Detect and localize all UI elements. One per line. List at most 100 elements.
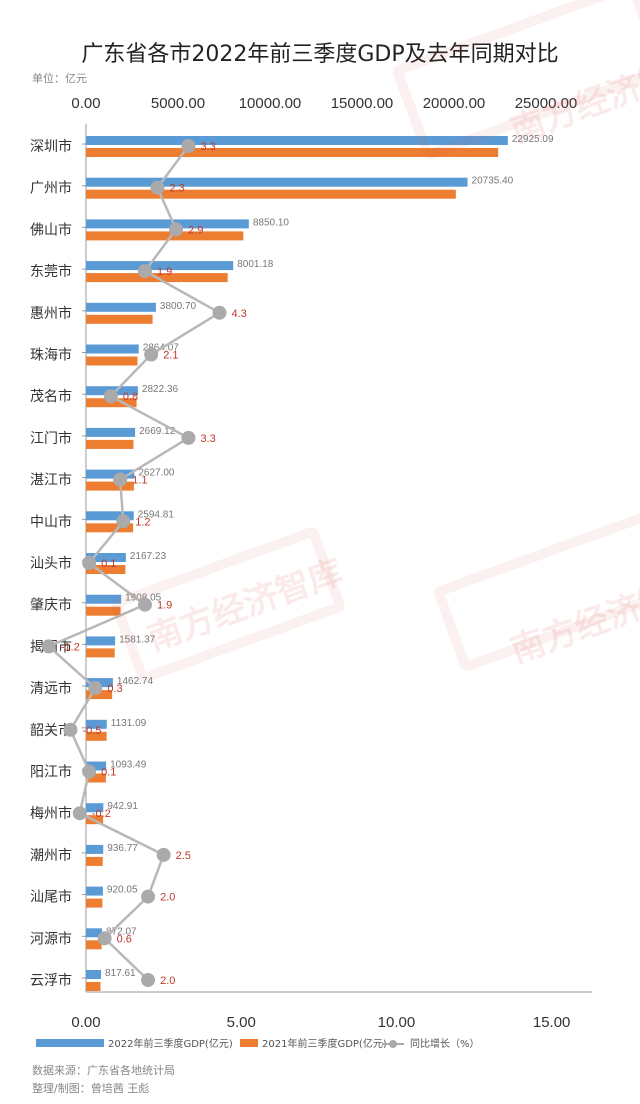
top-axis-tick-label: 20000.00 bbox=[423, 95, 486, 112]
bar-2022 bbox=[86, 511, 134, 521]
bottom-axis-tick-label: 10.00 bbox=[378, 1014, 416, 1031]
category-label: 汕头市 bbox=[30, 555, 72, 572]
bar-2022-value-label: 920.05 bbox=[107, 885, 138, 896]
category-label: 梅州市 bbox=[30, 805, 72, 822]
growth-value-label: 2.0 bbox=[160, 975, 175, 987]
growth-point bbox=[72, 806, 87, 821]
bar-2022 bbox=[86, 594, 122, 604]
growth-value-label: 2.0 bbox=[160, 892, 175, 904]
bar-2021 bbox=[86, 356, 138, 366]
bar-2021 bbox=[86, 565, 126, 574]
category-label: 汕尾市 bbox=[30, 889, 72, 906]
bar-2021 bbox=[86, 439, 134, 449]
bar-2021 bbox=[86, 773, 106, 783]
growth-line bbox=[46, 145, 222, 981]
top-axis-tick-label: 15000.00 bbox=[331, 95, 394, 112]
bar-2022-value-label: 2822.36 bbox=[142, 384, 179, 395]
bar-2021 bbox=[86, 898, 103, 908]
bar-2022 bbox=[86, 136, 508, 145]
bar-2022-value-label: 1131.09 bbox=[111, 718, 147, 729]
growth-point bbox=[41, 639, 56, 654]
growth-point bbox=[181, 430, 196, 445]
growth-value-label: 0.6 bbox=[117, 933, 132, 945]
top-axis-tick-label: 0.00 bbox=[71, 95, 100, 112]
growth-point bbox=[141, 889, 156, 904]
growth-point bbox=[88, 681, 103, 696]
growth-value-label: -1.2 bbox=[61, 641, 80, 653]
source-note: 数据来源：广东省各地统计局 bbox=[32, 1064, 175, 1077]
bar-2022 bbox=[86, 970, 102, 979]
legend-label-growth: 同比增长（%） bbox=[410, 1037, 480, 1050]
growth-point bbox=[150, 180, 165, 195]
growth-value-label: 0.3 bbox=[107, 683, 122, 695]
bar-2021 bbox=[86, 231, 244, 241]
bar-2022 bbox=[86, 636, 116, 646]
growth-value-label: 2.3 bbox=[169, 183, 184, 195]
category-label: 江门市 bbox=[30, 430, 72, 447]
growth-point bbox=[212, 305, 227, 320]
bar-2022 bbox=[86, 177, 468, 187]
bar-2022 bbox=[86, 761, 107, 771]
bar-2021 bbox=[86, 606, 121, 616]
bar-2021 bbox=[86, 856, 103, 866]
growth-point bbox=[169, 222, 184, 237]
bar-2021 bbox=[86, 314, 153, 324]
legend-swatch-growth-dot bbox=[389, 1040, 397, 1048]
legend-swatch-2021 bbox=[240, 1039, 258, 1047]
bottom-axis-tick-label: 0.00 bbox=[71, 1014, 100, 1031]
bar-2022-value-label: 1462.74 bbox=[117, 676, 154, 687]
bar-2022-value-label: 20735.40 bbox=[472, 176, 514, 187]
category-label: 河源市 bbox=[30, 930, 72, 947]
growth-value-label: 2.9 bbox=[188, 224, 203, 236]
category-label: 东莞市 bbox=[30, 263, 72, 280]
growth-point bbox=[82, 556, 97, 570]
chart-title: 广东省各市2022年前三季度GDP及去年同期对比 bbox=[81, 42, 559, 67]
top-axis-tick-label: 10000.00 bbox=[239, 95, 302, 112]
growth-value-label: 1.2 bbox=[135, 516, 150, 528]
growth-point bbox=[97, 931, 112, 946]
growth-point bbox=[82, 764, 97, 779]
category-label: 深圳市 bbox=[30, 138, 72, 155]
bar-2021 bbox=[86, 523, 134, 533]
bar-2022 bbox=[86, 469, 135, 479]
top-axis-tick-label: 25000.00 bbox=[515, 95, 578, 112]
legend-swatch-2022 bbox=[36, 1039, 104, 1047]
bar-2022-value-label: 3800.70 bbox=[160, 301, 197, 312]
bar-2022-value-label: 1093.49 bbox=[110, 760, 147, 771]
legend-label-2022: 2022年前三季度GDP(亿元) bbox=[108, 1037, 233, 1050]
category-label: 珠海市 bbox=[30, 347, 72, 364]
growth-value-label: 1.9 bbox=[157, 266, 172, 278]
growth-value-label: -0.5 bbox=[82, 725, 101, 737]
category-label: 中山市 bbox=[30, 513, 72, 530]
category-label: 湛江市 bbox=[30, 472, 72, 489]
category-label: 阳江市 bbox=[30, 764, 72, 781]
bar-2022 bbox=[86, 719, 107, 729]
bar-2022-value-label: 2627.00 bbox=[138, 468, 175, 479]
bar-2021 bbox=[86, 148, 499, 157]
bar-2022 bbox=[86, 844, 104, 854]
category-label: 肇庆市 bbox=[30, 597, 72, 614]
bar-2022 bbox=[86, 803, 104, 813]
growth-value-label: 0.8 bbox=[123, 391, 138, 403]
bar-2022 bbox=[86, 219, 249, 229]
bar-2022-value-label: 22925.09 bbox=[512, 134, 554, 145]
growth-point bbox=[137, 597, 152, 612]
bar-2022 bbox=[86, 886, 103, 896]
bar-2021 bbox=[86, 690, 113, 700]
growth-point bbox=[181, 139, 196, 153]
growth-value-label: 2.1 bbox=[163, 350, 178, 362]
bar-2022 bbox=[86, 261, 234, 271]
bar-2022 bbox=[86, 427, 136, 437]
growth-point bbox=[103, 389, 118, 404]
category-label: 清远市 bbox=[30, 680, 72, 697]
bar-2022-value-label: 2669.12 bbox=[139, 426, 176, 437]
growth-value-label: -0.2 bbox=[92, 808, 111, 820]
growth-value-label: 1.9 bbox=[157, 600, 172, 612]
growth-value-label: 3.3 bbox=[200, 141, 215, 153]
bar-2021 bbox=[86, 982, 101, 991]
bottom-axis-tick-label: 15.00 bbox=[533, 1014, 571, 1031]
category-label: 茂名市 bbox=[30, 388, 72, 405]
category-label: 佛山市 bbox=[30, 221, 72, 238]
legend-label-2021: 2021年前三季度GDP(亿元) bbox=[262, 1037, 387, 1050]
